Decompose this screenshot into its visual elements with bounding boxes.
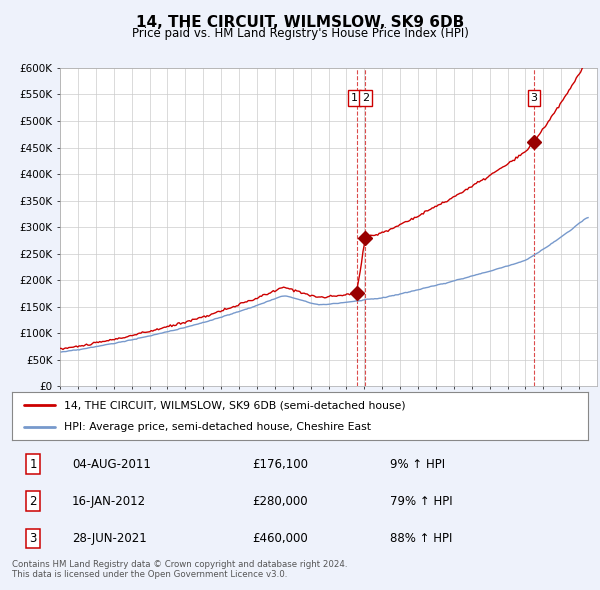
Text: HPI: Average price, semi-detached house, Cheshire East: HPI: Average price, semi-detached house,… [64,422,371,432]
Text: 79% ↑ HPI: 79% ↑ HPI [390,494,452,508]
Text: £280,000: £280,000 [252,494,308,508]
Text: 3: 3 [530,93,538,103]
Text: £176,100: £176,100 [252,457,308,471]
Text: 2: 2 [29,494,37,508]
Text: 2: 2 [362,93,369,103]
Text: 1: 1 [29,457,37,471]
Text: 9% ↑ HPI: 9% ↑ HPI [390,457,445,471]
Text: £460,000: £460,000 [252,532,308,545]
Text: Price paid vs. HM Land Registry's House Price Index (HPI): Price paid vs. HM Land Registry's House … [131,27,469,40]
Text: 28-JUN-2021: 28-JUN-2021 [72,532,147,545]
Text: Contains HM Land Registry data © Crown copyright and database right 2024.
This d: Contains HM Land Registry data © Crown c… [12,560,347,579]
Text: 04-AUG-2011: 04-AUG-2011 [72,457,151,471]
Text: 14, THE CIRCUIT, WILMSLOW, SK9 6DB: 14, THE CIRCUIT, WILMSLOW, SK9 6DB [136,15,464,30]
Text: 3: 3 [29,532,37,545]
Text: 14, THE CIRCUIT, WILMSLOW, SK9 6DB (semi-detached house): 14, THE CIRCUIT, WILMSLOW, SK9 6DB (semi… [64,400,406,410]
Text: 88% ↑ HPI: 88% ↑ HPI [390,532,452,545]
Text: 16-JAN-2012: 16-JAN-2012 [72,494,146,508]
Text: 1: 1 [351,93,358,103]
